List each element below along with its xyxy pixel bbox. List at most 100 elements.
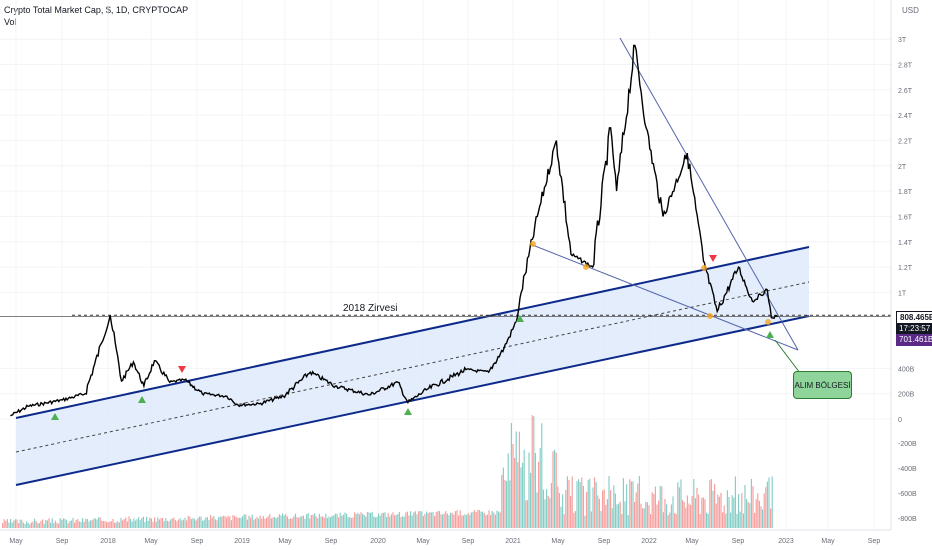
volume-bar — [141, 518, 143, 528]
price-series-line — [10, 44, 779, 417]
volume-bar — [491, 511, 493, 528]
volume-bar — [498, 511, 500, 528]
volume-bar — [182, 519, 184, 528]
volume-bar — [2, 523, 4, 528]
volume-bar — [486, 514, 488, 528]
volume-bar — [525, 500, 527, 528]
volume-bar — [568, 479, 570, 528]
volume-bar — [530, 472, 532, 528]
volume-bar — [98, 517, 100, 528]
volume-bar — [760, 506, 762, 528]
volume-bar — [131, 521, 133, 528]
volume-bar — [336, 513, 338, 528]
volume-bar — [6, 519, 8, 528]
volume-bar — [586, 492, 588, 528]
volume-bar — [541, 423, 543, 528]
volume-bar — [538, 461, 540, 528]
markers — [51, 241, 774, 420]
volume-bar — [514, 457, 516, 528]
pivot-marker — [765, 319, 771, 325]
volume-bar — [400, 517, 402, 528]
volume-bar — [342, 514, 344, 528]
volume-bar — [43, 523, 45, 528]
volume-bar — [630, 481, 632, 528]
volume-bar — [386, 517, 388, 528]
volume-bar — [576, 481, 578, 528]
volume-bar — [258, 518, 260, 528]
volume-bar — [419, 510, 421, 528]
volume-bar — [437, 511, 439, 528]
volume-bar — [174, 520, 176, 528]
volume-bar — [451, 512, 453, 528]
volume-bar — [507, 453, 509, 528]
volume-bar — [106, 521, 108, 528]
volume-bar — [720, 492, 722, 528]
volume-bar — [629, 479, 631, 528]
trend-line-support — [529, 243, 799, 351]
volume-bar — [285, 514, 287, 528]
volume-bar — [402, 516, 404, 528]
volume-bar — [712, 490, 714, 528]
time-tick-label: 2023 — [778, 538, 794, 545]
price-axis: 3T 2.8T 2.6T 2.4T 2.2T 2T 1.8T 1.6T 1.4T 1.2T 1T 40… — [890, 0, 917, 530]
volume-bar — [37, 523, 39, 528]
volume-bar — [571, 476, 573, 528]
volume-bar — [467, 512, 469, 528]
volume-bar — [24, 523, 26, 528]
volume-bar — [357, 512, 359, 528]
volume-bar — [462, 515, 464, 528]
volume-bar — [154, 517, 156, 528]
volume-bar — [339, 512, 341, 528]
volume-bar — [552, 451, 554, 528]
volume-bar — [749, 503, 751, 528]
volume-bar — [494, 514, 496, 528]
volume-bar — [558, 493, 560, 528]
volume-bar — [610, 490, 612, 528]
volume-bar — [422, 516, 424, 528]
volume-bar — [691, 495, 693, 528]
volume-bar — [728, 497, 730, 528]
volume-bar — [54, 520, 56, 528]
volume-bar — [504, 480, 506, 528]
volume-bar — [456, 510, 458, 528]
volume-bar — [333, 515, 335, 528]
time-tick-label: May — [685, 538, 699, 545]
volume-bar — [344, 512, 346, 528]
volume-bar — [226, 517, 228, 528]
volume-tick-label: -800B — [898, 516, 917, 523]
time-tick-label: Sep — [56, 538, 69, 545]
volume-bar — [58, 523, 60, 528]
time-tick-label: Sep — [598, 538, 611, 545]
volume-bar — [426, 511, 428, 528]
volume-bar — [26, 521, 28, 528]
volume-bar — [478, 510, 480, 528]
volume-bar — [232, 515, 234, 528]
volume-bar — [648, 505, 650, 528]
volume-bar — [307, 513, 309, 528]
pivot-marker — [701, 265, 707, 271]
volume-bar — [398, 512, 400, 528]
volume-bar — [363, 514, 365, 528]
volume-bar — [626, 484, 628, 528]
volume-bar — [317, 518, 319, 528]
time-tick-label: May — [278, 538, 292, 545]
volume-bar — [51, 518, 53, 528]
volume-bar — [574, 511, 576, 528]
volume-bar — [86, 519, 88, 528]
volume-bar — [370, 512, 372, 528]
volume-bar — [299, 516, 301, 528]
volume-bar — [96, 519, 98, 528]
volume-bar — [678, 487, 680, 528]
price-tick-label: 0 — [898, 417, 902, 424]
volume-bar — [645, 502, 647, 528]
volume-tick-label: -400B — [898, 466, 917, 473]
volume-bar — [378, 513, 380, 528]
volume-bar — [562, 494, 564, 528]
volume-bar — [290, 518, 292, 528]
volume-bar — [109, 521, 111, 528]
volume-bar — [637, 483, 639, 528]
volume-bar — [371, 511, 373, 528]
volume-bar — [53, 523, 55, 528]
volume-bar — [40, 520, 42, 528]
